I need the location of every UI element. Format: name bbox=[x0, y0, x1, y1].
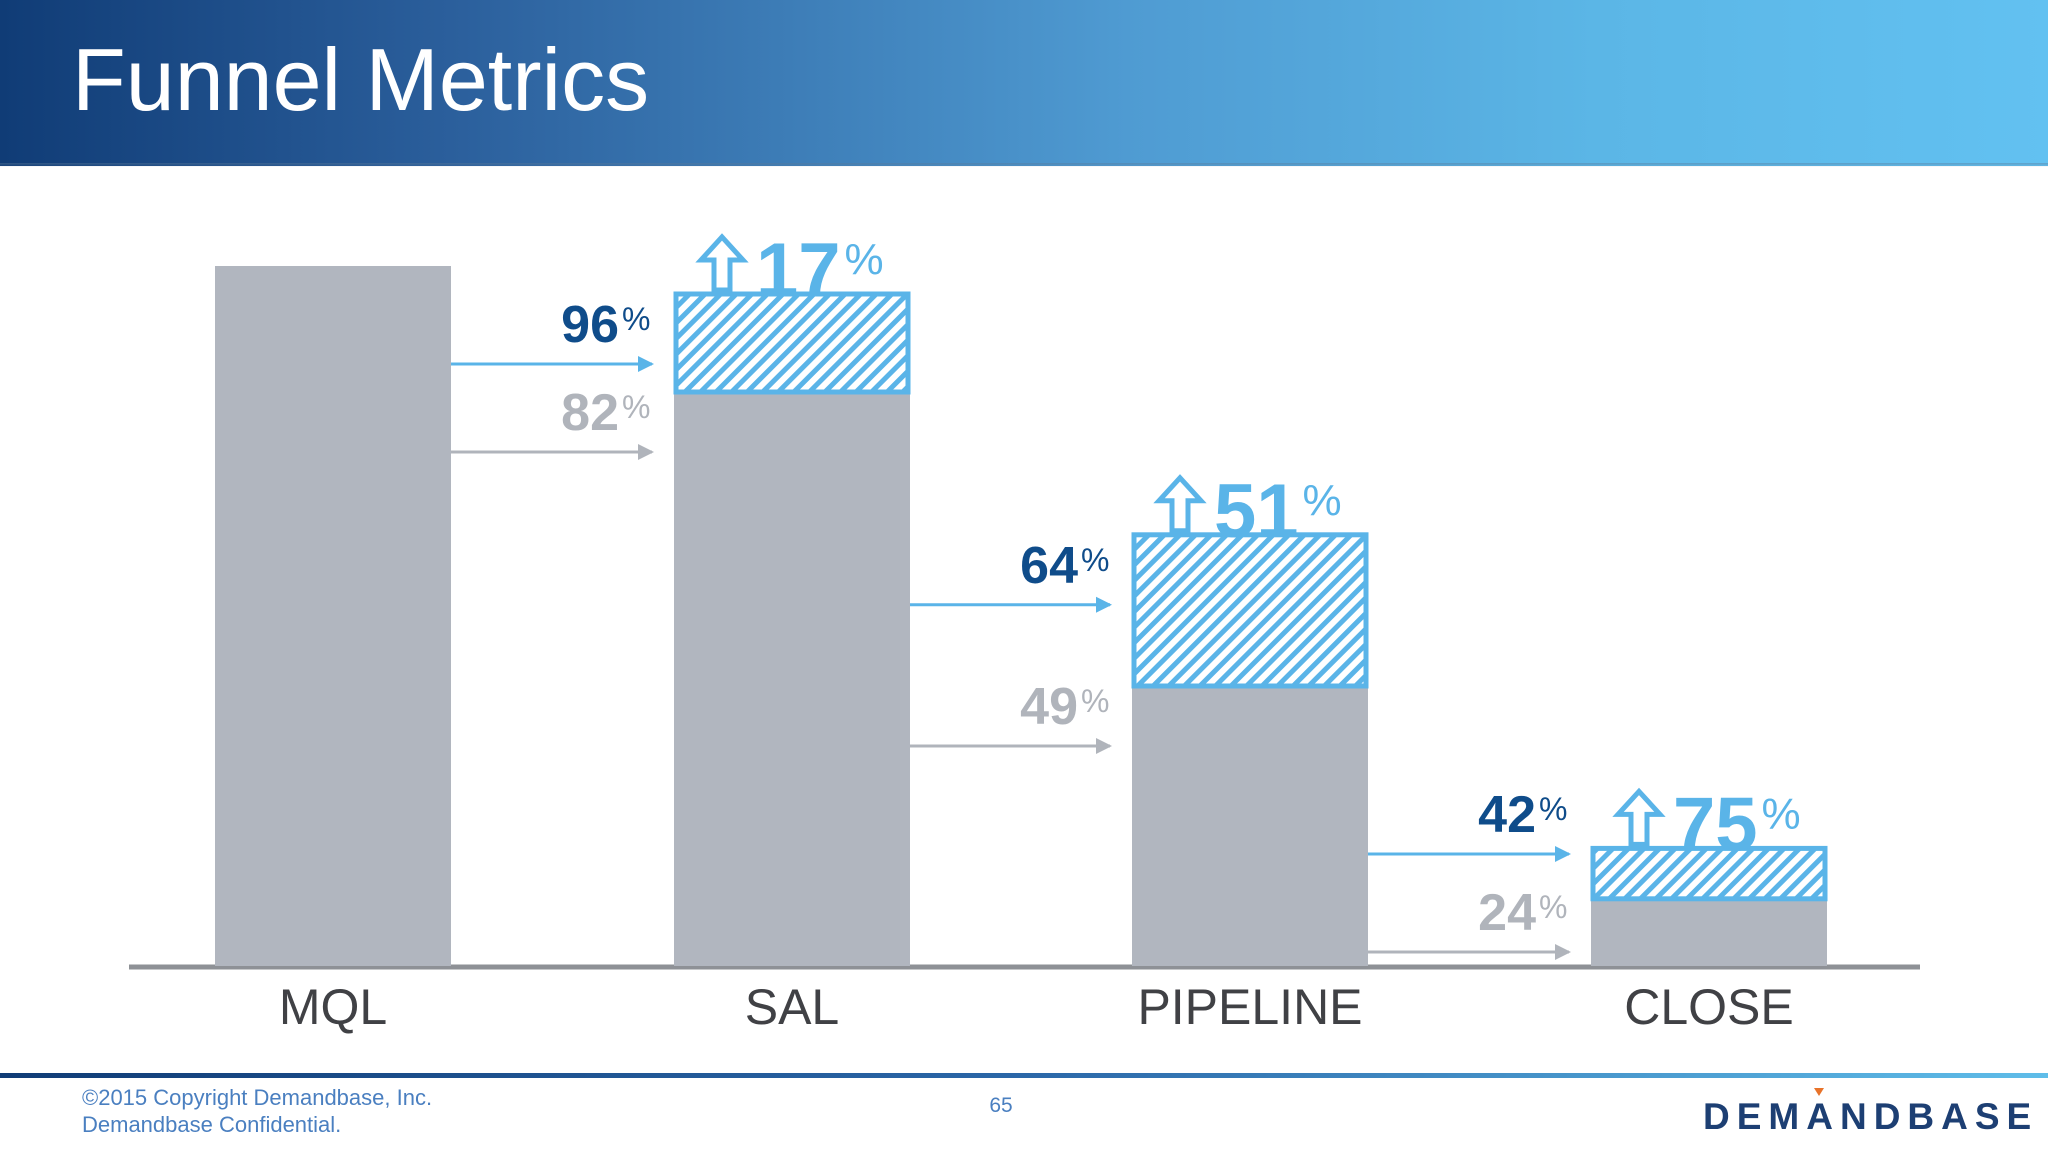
conversion-rate-new: 42 bbox=[1478, 786, 1536, 844]
category-label-pipeline: PIPELINE bbox=[1137, 979, 1362, 1035]
arrowhead-icon bbox=[638, 444, 654, 460]
up-arrow-icon bbox=[1153, 474, 1207, 534]
arrowhead-icon bbox=[1096, 596, 1112, 613]
up-arrow-icon bbox=[1612, 787, 1666, 847]
slide-title: Funnel Metrics bbox=[72, 30, 650, 129]
increase-value-close: 75 bbox=[1673, 782, 1758, 867]
confidential-line: Demandbase Confidential. bbox=[82, 1112, 342, 1137]
up-arrow-icon bbox=[695, 233, 749, 293]
arrowhead-icon bbox=[638, 356, 654, 372]
copyright-line: ©2015 Copyright Demandbase, Inc. bbox=[82, 1085, 433, 1110]
logo-accent-letter: A bbox=[1806, 1096, 1840, 1137]
arrowhead-icon bbox=[1555, 846, 1571, 862]
category-label-close: CLOSE bbox=[1624, 979, 1794, 1035]
conversion-unit: % bbox=[1081, 542, 1109, 578]
logo-text-2: ND bbox=[1839, 1096, 1908, 1137]
conversion-unit: % bbox=[1539, 791, 1567, 827]
bar-baseline-pipeline bbox=[1132, 686, 1368, 966]
conversion-unit: % bbox=[622, 389, 650, 425]
slide-header bbox=[0, 0, 2048, 166]
increase-value-pipeline: 51 bbox=[1214, 469, 1299, 554]
bar-increase-pipeline bbox=[1131, 532, 1369, 689]
bar-increase-sal bbox=[673, 291, 911, 395]
header-divider bbox=[0, 163, 2048, 167]
conversion-unit: % bbox=[1539, 889, 1567, 925]
bar-increase-close bbox=[1590, 845, 1828, 902]
demandbase-logo: DEMANDBASE bbox=[1703, 1098, 2038, 1135]
category-label-sal: SAL bbox=[745, 979, 840, 1035]
conversion-rate-new: 64 bbox=[1020, 537, 1078, 595]
conversion-rate-old: 82 bbox=[561, 384, 619, 442]
page-number: 65 bbox=[989, 1094, 1013, 1117]
increase-unit: % bbox=[1762, 789, 1801, 838]
footer-divider bbox=[0, 1073, 2048, 1078]
conversion-unit: % bbox=[1081, 683, 1109, 719]
logo-text-3: B bbox=[1907, 1096, 1942, 1137]
increase-unit: % bbox=[1303, 476, 1342, 525]
arrowhead-icon bbox=[1555, 944, 1571, 960]
category-label-mql: MQL bbox=[279, 979, 387, 1035]
conversion-rate-old: 24 bbox=[1478, 884, 1536, 942]
conversion-unit: % bbox=[622, 301, 650, 337]
logo-text-1: DEM bbox=[1703, 1096, 1807, 1137]
increase-value-sal: 17 bbox=[756, 228, 841, 313]
copyright-notice: ©2015 Copyright Demandbase, Inc. Demandb… bbox=[82, 1084, 432, 1138]
conversion-rate-new: 96 bbox=[561, 296, 619, 354]
arrowhead-icon bbox=[1096, 738, 1112, 754]
logo-text-4: ASE bbox=[1941, 1096, 2039, 1137]
bar-baseline-close bbox=[1591, 898, 1827, 966]
conversion-rate-old: 49 bbox=[1020, 678, 1078, 736]
bar-baseline-mql bbox=[215, 266, 451, 966]
bar-baseline-sal bbox=[674, 392, 910, 966]
increase-unit: % bbox=[845, 235, 884, 284]
